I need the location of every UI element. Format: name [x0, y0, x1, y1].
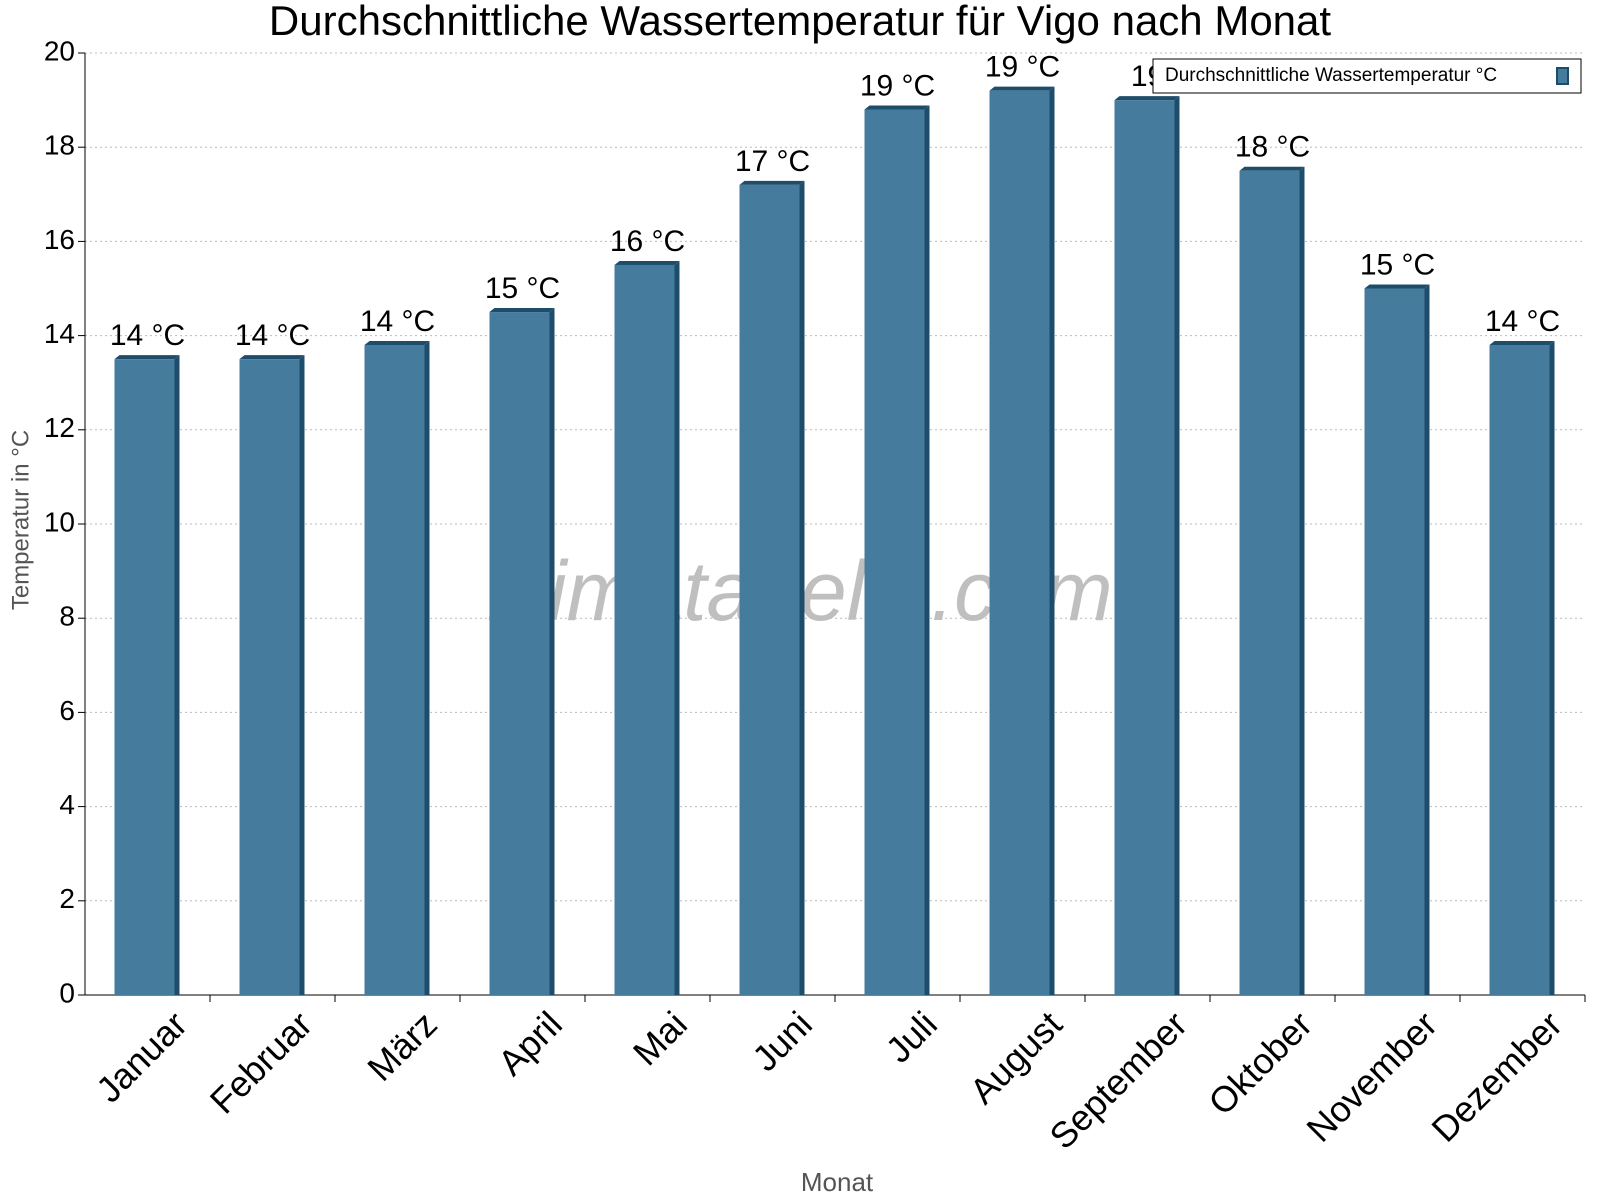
legend-label: Durchschnittliche Wassertemperatur °C: [1165, 65, 1497, 86]
bar: [114, 359, 175, 995]
chart-title: Durchschnittliche Wassertemperatur für V…: [269, 0, 1331, 44]
y-axis-title: Temperatur in °C: [7, 430, 34, 610]
bar-top: [1239, 166, 1305, 171]
bar-top: [1489, 341, 1555, 346]
bar-top: [1114, 96, 1180, 101]
y-tick-label: 14: [44, 318, 75, 349]
x-tick-label: Oktober: [1200, 1003, 1320, 1123]
x-tick-label: April: [490, 1003, 570, 1083]
x-tick-label: November: [1298, 1003, 1444, 1149]
x-axis-title: Monat: [801, 1167, 874, 1197]
y-tick-label: 10: [44, 506, 75, 537]
x-tick-label: August: [962, 1003, 1070, 1111]
x-tick-label: Februar: [202, 1003, 320, 1121]
y-tick-label: 8: [59, 601, 75, 632]
bar: [364, 345, 425, 995]
bar: [1364, 288, 1425, 995]
bar: [1114, 100, 1175, 996]
bar-side: [674, 260, 680, 995]
value-label: 15 °C: [1360, 248, 1435, 281]
y-tick-label: 0: [59, 977, 75, 1008]
x-tick-label: September: [1041, 1003, 1195, 1157]
bar: [489, 312, 550, 995]
value-label: 19 °C: [985, 51, 1060, 84]
bar-top: [614, 260, 680, 265]
value-label: 14 °C: [1485, 305, 1560, 338]
value-label: 15 °C: [485, 272, 560, 305]
bar-side: [924, 105, 930, 995]
bar-side: [1299, 166, 1305, 995]
value-label: 17 °C: [735, 145, 810, 178]
bar-top: [239, 355, 305, 360]
bar: [989, 90, 1050, 996]
bar: [1489, 345, 1550, 995]
bar-side: [299, 355, 305, 995]
bar-side: [1424, 284, 1430, 995]
bar: [864, 109, 925, 995]
y-tick-label: 4: [59, 789, 75, 820]
x-tick-label: Januar: [88, 1003, 195, 1110]
bar-side: [1549, 341, 1555, 995]
x-tick-label: Dezember: [1423, 1003, 1569, 1149]
x-tick-label: Mai: [625, 1003, 695, 1073]
bar-side: [424, 341, 430, 995]
bar-top: [989, 86, 1055, 91]
y-tick-label: 6: [59, 695, 75, 726]
legend-swatch: [1556, 67, 1569, 85]
value-label: 14 °C: [360, 305, 435, 338]
bar-top: [114, 355, 180, 360]
bar-side: [1049, 86, 1055, 996]
value-label: 14 °C: [235, 319, 310, 352]
x-tick-label: Juli: [878, 1003, 945, 1070]
value-label: 14 °C: [110, 319, 185, 352]
bar-top: [364, 341, 430, 346]
y-tick-label: 18: [44, 130, 75, 161]
bar-top: [489, 308, 555, 313]
value-label: 18 °C: [1235, 131, 1310, 164]
legend-box: [1152, 58, 1582, 94]
bar-top: [864, 105, 930, 110]
bar-side: [174, 355, 180, 995]
bar: [614, 264, 675, 995]
x-tick-label: Juni: [744, 1003, 820, 1079]
bar-top: [739, 180, 805, 185]
bar-side: [1174, 96, 1180, 996]
y-tick-label: 12: [44, 412, 75, 443]
value-label: 16 °C: [610, 225, 685, 258]
y-tick-label: 20: [44, 35, 75, 66]
y-tick-label: 16: [44, 224, 75, 255]
bar: [739, 184, 800, 995]
bar: [239, 359, 300, 995]
bar-side: [799, 180, 805, 995]
x-tick-label: März: [359, 1003, 445, 1089]
bar-side: [549, 308, 555, 995]
y-tick-label: 2: [59, 883, 75, 914]
bar-top: [1364, 284, 1430, 289]
bar: [1239, 170, 1300, 995]
value-label: 19 °C: [860, 69, 935, 102]
